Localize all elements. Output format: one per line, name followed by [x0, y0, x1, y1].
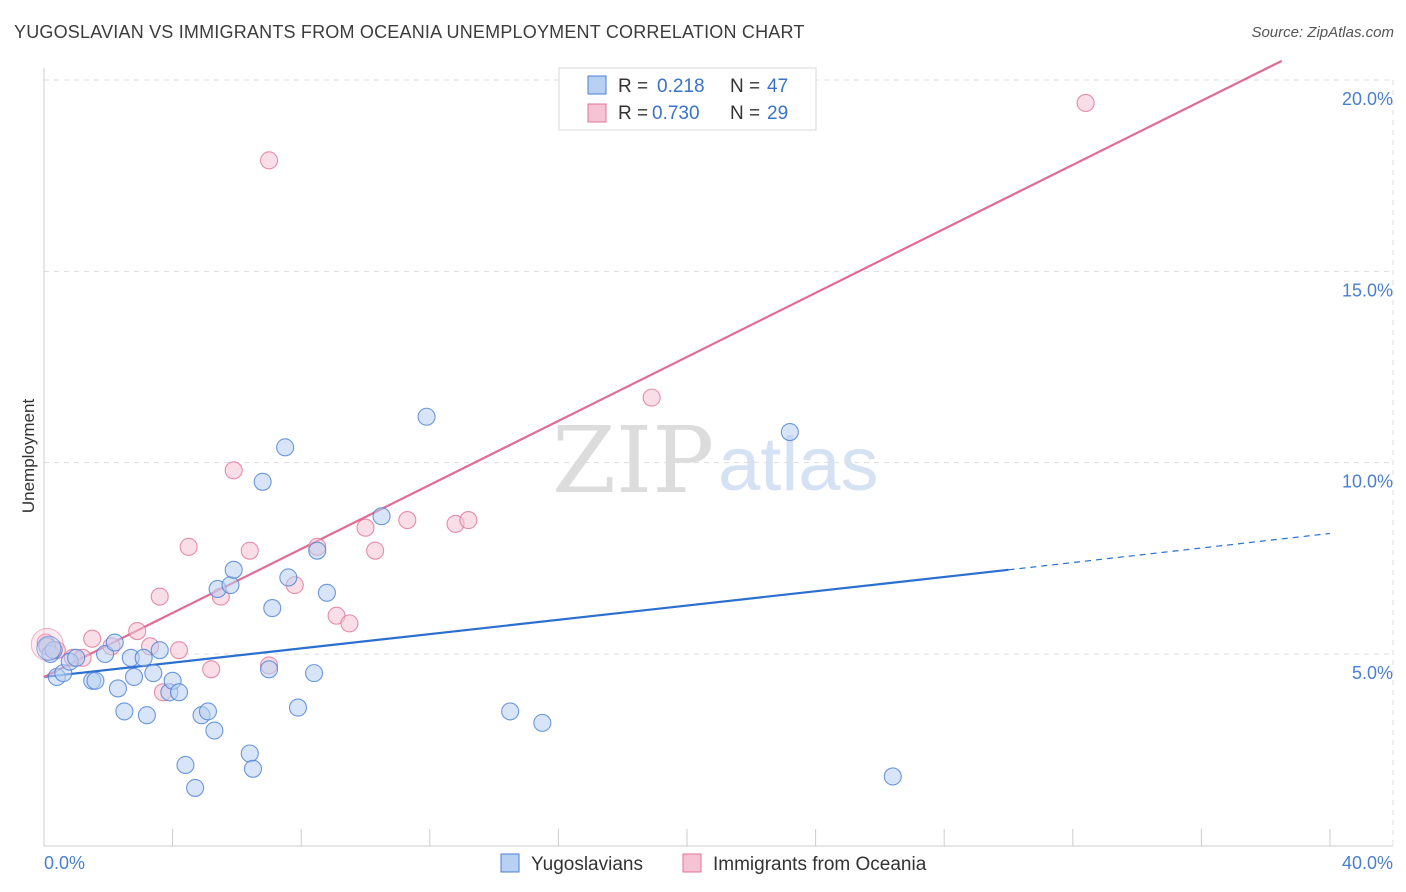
oceania-point: [642, 388, 661, 407]
oceania-trend-line: [43, 59, 1283, 678]
legend-r-value-1: 0.218: [657, 76, 705, 97]
legend-swatch-pink: [587, 103, 607, 123]
yugoslavian-trend-extension: [1008, 532, 1331, 571]
yugoslavian-point: [86, 671, 105, 690]
legend-r-value-2: 0.730: [652, 103, 700, 124]
oceania-point: [459, 511, 478, 530]
oceania-point: [169, 641, 189, 660]
yugoslavian-point: [372, 507, 391, 526]
x-tick-label-min: 0.0%: [44, 853, 85, 873]
data-points: [30, 93, 1095, 797]
correlation-legend: R = 0.218 N = 47 R = 0.730 N = 29: [558, 67, 817, 131]
yugoslavian-point: [276, 438, 295, 457]
yugoslavian-point: [124, 667, 144, 687]
oceania-point: [150, 587, 169, 606]
yugoslavian-point: [67, 648, 86, 667]
yugoslavian-point: [259, 660, 279, 679]
oceania-point: [83, 629, 102, 648]
yugoslavian-point: [501, 702, 520, 721]
y-tick-label: 15.0%: [1342, 280, 1393, 300]
chart-source: Source: ZipAtlas.com: [1251, 24, 1394, 41]
legend-n-value-1: 47: [767, 76, 788, 97]
oceania-point: [1076, 93, 1095, 113]
yugoslavian-point: [240, 744, 259, 763]
yugoslavian-point: [105, 633, 124, 652]
yugoslavian-point: [176, 755, 195, 775]
oceania-point: [240, 541, 259, 560]
yugoslavian-point: [317, 583, 336, 602]
oceania-point: [224, 461, 243, 480]
yugoslavian-point: [253, 472, 272, 491]
oceania-point: [340, 614, 359, 633]
yugoslavian-point: [150, 641, 169, 660]
yugoslavian-point: [198, 702, 218, 721]
yugoslavian-point: [780, 423, 799, 442]
watermark-zip: ZIP: [552, 407, 714, 514]
yugoslavian-point: [533, 713, 552, 732]
yugoslavian-point: [137, 706, 156, 725]
yugoslavian-trend-line: [43, 568, 1009, 679]
yugoslavian-point: [417, 407, 436, 426]
yugoslavian-point: [279, 568, 298, 587]
chart-title: YUGOSLAVIAN VS IMMIGRANTS FROM OCEANIA U…: [14, 22, 805, 42]
legend-n-label-1: N =: [730, 76, 760, 97]
y-tick-label: 20.0%: [1342, 89, 1393, 109]
bottom-legend-swatch-yugoslavians: [500, 853, 520, 873]
legend-r-label-2: R =: [618, 103, 648, 124]
yugoslavian-point: [305, 664, 324, 683]
yugoslavian-point: [224, 560, 243, 579]
bottom-legend-label-yugoslavians: Yugoslavians: [531, 854, 643, 875]
oceania-point: [259, 151, 279, 170]
yugoslavian-point: [308, 541, 327, 560]
trend-lines: [43, 59, 1331, 679]
watermark-atlas: atlas: [718, 422, 879, 507]
yugoslavian-point: [288, 698, 308, 717]
y-tick-label: 10.0%: [1342, 472, 1393, 492]
y-tick-label: 5.0%: [1352, 663, 1393, 683]
oceania-point: [366, 541, 385, 560]
yugoslavian-point: [108, 679, 127, 698]
oceania-point: [202, 660, 221, 679]
legend-n-label-2: N =: [730, 103, 760, 124]
yugoslavian-point: [205, 721, 224, 740]
oceania-point: [398, 511, 417, 530]
yugoslavian-point: [169, 683, 189, 702]
yugoslavian-point: [243, 759, 263, 778]
yugoslavian-point: [115, 702, 134, 721]
legend-swatch-blue: [587, 75, 607, 95]
oceania-point: [128, 621, 147, 641]
bottom-legend-label-oceania: Immigrants from Oceania: [713, 854, 927, 875]
series-legend: Yugoslavians Immigrants from Oceania: [500, 853, 927, 875]
yugoslavian-point: [144, 664, 163, 683]
x-tick-label-max: 40.0%: [1342, 853, 1393, 873]
y-axis-title: Unemployment: [19, 399, 38, 514]
yugoslavian-point: [263, 599, 282, 618]
bottom-legend-swatch-oceania: [682, 853, 702, 873]
yugoslavian-point: [186, 778, 205, 797]
yugoslavian-point: [134, 648, 153, 667]
yugoslavian-point: [883, 767, 902, 786]
yugoslavian-point: [221, 576, 240, 595]
legend-r-label-1: R =: [618, 76, 648, 97]
grid-lines: [44, 79, 1394, 846]
oceania-point: [356, 518, 375, 537]
axes: 5.0% 10.0% 15.0% 20.0%: [43, 68, 1393, 847]
yugoslavian-cluster-point: [36, 635, 62, 661]
oceania-point: [179, 537, 198, 556]
legend-n-value-2: 29: [767, 103, 788, 124]
